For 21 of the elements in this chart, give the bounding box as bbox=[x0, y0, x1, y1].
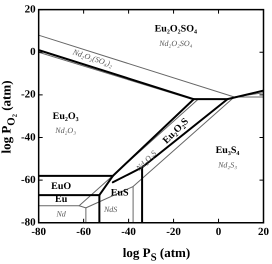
annotation: Nd₂S₃ bbox=[217, 160, 238, 170]
annotation: Eu₂O₃ bbox=[52, 110, 79, 122]
annotation: Nd bbox=[55, 209, 67, 218]
annotation: Nd₂O₂SO₄ bbox=[158, 38, 193, 48]
x-tick-label: -20 bbox=[166, 226, 182, 238]
y-tick-label: 20 bbox=[24, 3, 36, 16]
annotation: Nd₂O₃ bbox=[54, 126, 76, 136]
y-tick-label: 0 bbox=[30, 46, 36, 58]
x-tick-label: -60 bbox=[76, 226, 92, 238]
x-tick-label: -40 bbox=[121, 226, 136, 238]
annotation: EuO bbox=[51, 181, 72, 192]
y-tick-label: -20 bbox=[20, 88, 36, 101]
annotation: Eu₂O₂SO₄ bbox=[154, 23, 197, 34]
y-tick-label: -80 bbox=[20, 216, 36, 229]
y-tick-label: -60 bbox=[20, 174, 36, 186]
y-tick-label: -40 bbox=[20, 131, 36, 144]
x-tick-label: 0 bbox=[216, 226, 222, 238]
annotation: NdS bbox=[102, 205, 118, 214]
annotation: Eu₃S₄ bbox=[216, 144, 240, 156]
x-axis-title: log P$_{S}$ (atm) bbox=[122, 245, 192, 264]
x-tick-label: 20 bbox=[258, 226, 270, 238]
